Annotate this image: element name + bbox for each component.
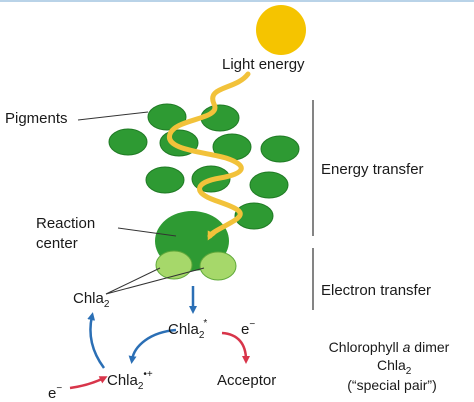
reaction-center-pointer	[117, 227, 177, 237]
dimer-line1: Chlorophyll a dimer	[329, 339, 450, 355]
sun-icon	[256, 5, 306, 55]
dimer-line3: (“special pair”)	[347, 377, 436, 393]
special-pair-left	[155, 250, 193, 280]
electron-transfer-label: Electron transfer	[321, 282, 431, 299]
light-energy-label: Light energy	[222, 56, 305, 73]
pigment-disc	[147, 103, 187, 131]
chla2-subscript: 2	[104, 299, 110, 310]
light-path-arrow	[167, 71, 251, 241]
pigment-disc	[249, 171, 289, 199]
reaction-label: Reaction	[36, 215, 95, 232]
pigment-disc	[260, 135, 300, 163]
pigments-pointer	[77, 111, 149, 121]
pigment-discs	[108, 103, 300, 230]
dimer-line2-text: Chla	[377, 357, 406, 373]
e-upper-charge: −	[249, 319, 255, 330]
chla2-cation-label: Chla2•+	[107, 369, 153, 392]
chla2-excited-subscript: 2	[199, 330, 205, 341]
dimer-line2-subscript: 2	[406, 366, 412, 377]
special-pair-right	[199, 251, 237, 281]
dimer-line2: Chla2	[377, 357, 412, 377]
e-minus-lower-label: e−	[48, 383, 62, 402]
e-minus-upper-label: e−	[241, 319, 255, 338]
chla2-text: Chla	[73, 290, 105, 307]
dimer-line1-c: dimer	[410, 339, 449, 355]
pigment-disc	[145, 166, 185, 194]
chla2-cation-text: Chla	[107, 372, 139, 389]
e-lower-charge: −	[56, 383, 62, 394]
excited-star: *	[203, 318, 207, 329]
acceptor-label: Acceptor	[217, 372, 276, 389]
chla2-pointer-right	[105, 267, 205, 295]
to-acceptor-arrow	[221, 331, 250, 364]
electron-in-arrow	[69, 376, 108, 390]
pigments-label: Pigments	[5, 110, 68, 127]
e-lower-text: e	[48, 385, 56, 402]
dimer-line1-b: a	[403, 339, 411, 355]
chla2-excited-label: Chla2*	[168, 318, 207, 341]
chla2-cation-subscript: 2	[138, 381, 144, 392]
pigment-disc	[234, 202, 274, 230]
e-upper-text: e	[241, 321, 249, 338]
cation-mark: •+	[143, 369, 153, 380]
excited-to-cation-arrow	[128, 328, 177, 364]
center-label: center	[36, 235, 78, 252]
chla2-excited-text: Chla	[168, 321, 200, 338]
chla2-pointer-left	[105, 267, 161, 295]
regeneration-arrow	[87, 312, 106, 369]
dimer-line1-a: Chlorophyll	[329, 339, 403, 355]
chla2-label: Chla2	[73, 290, 110, 310]
pigment-disc	[108, 128, 148, 156]
energy-transfer-label: Energy transfer	[321, 161, 424, 178]
